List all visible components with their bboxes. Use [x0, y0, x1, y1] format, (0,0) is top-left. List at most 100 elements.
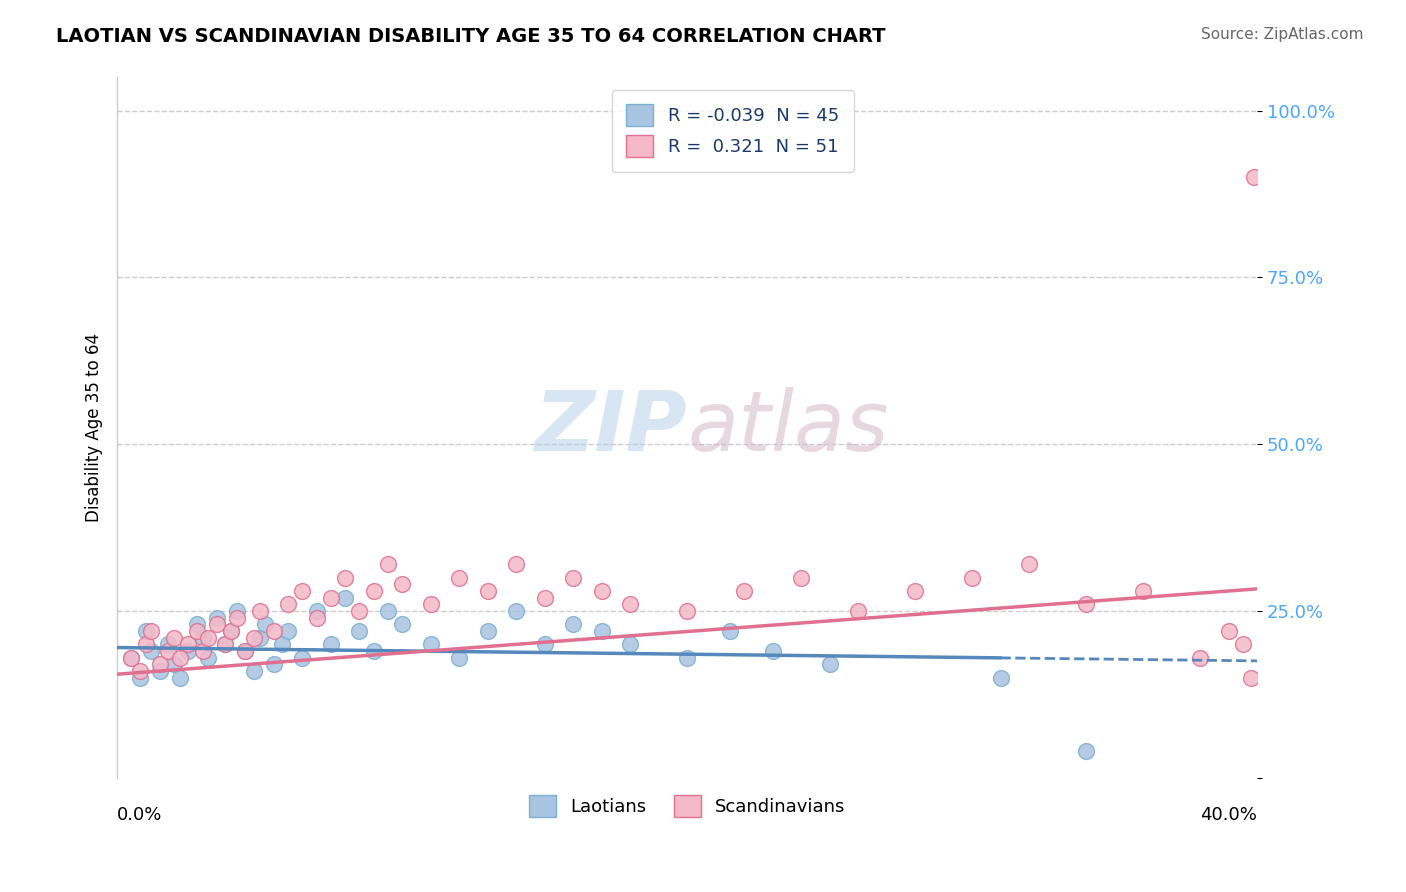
Point — [377, 604, 399, 618]
Point — [149, 664, 172, 678]
Point — [533, 637, 555, 651]
Point — [1132, 583, 1154, 598]
Point — [591, 624, 613, 638]
Point — [349, 604, 371, 618]
Point — [197, 650, 219, 665]
Point — [333, 591, 356, 605]
Point — [163, 631, 186, 645]
Point — [619, 637, 641, 651]
Point — [562, 617, 585, 632]
Point — [762, 644, 785, 658]
Point — [235, 644, 257, 658]
Point — [129, 671, 152, 685]
Point — [591, 583, 613, 598]
Point — [477, 583, 499, 598]
Point — [225, 610, 247, 624]
Point — [1074, 744, 1097, 758]
Point — [619, 597, 641, 611]
Legend: Laotians, Scandinavians: Laotians, Scandinavians — [522, 788, 852, 824]
Point — [169, 650, 191, 665]
Point — [1218, 624, 1240, 638]
Point — [120, 650, 142, 665]
Point — [177, 644, 200, 658]
Point — [263, 624, 285, 638]
Point — [1074, 597, 1097, 611]
Point — [277, 624, 299, 638]
Text: atlas: atlas — [688, 387, 889, 468]
Point — [141, 624, 163, 638]
Point — [205, 617, 228, 632]
Point — [333, 570, 356, 584]
Point — [177, 637, 200, 651]
Point — [263, 657, 285, 672]
Point — [243, 631, 266, 645]
Point — [271, 637, 294, 651]
Point — [449, 650, 471, 665]
Point — [319, 591, 342, 605]
Point — [990, 671, 1012, 685]
Point — [135, 637, 157, 651]
Point — [449, 570, 471, 584]
Point — [243, 664, 266, 678]
Point — [277, 597, 299, 611]
Point — [205, 610, 228, 624]
Point — [846, 604, 869, 618]
Text: LAOTIAN VS SCANDINAVIAN DISABILITY AGE 35 TO 64 CORRELATION CHART: LAOTIAN VS SCANDINAVIAN DISABILITY AGE 3… — [56, 27, 886, 45]
Text: 0.0%: 0.0% — [117, 805, 163, 823]
Point — [349, 624, 371, 638]
Point — [157, 637, 180, 651]
Point — [477, 624, 499, 638]
Point — [391, 617, 413, 632]
Point — [129, 664, 152, 678]
Point — [149, 657, 172, 672]
Point — [1189, 650, 1212, 665]
Point — [141, 644, 163, 658]
Point — [186, 617, 208, 632]
Point — [305, 610, 328, 624]
Point — [676, 650, 699, 665]
Point — [135, 624, 157, 638]
Point — [505, 558, 527, 572]
Point — [191, 644, 214, 658]
Point — [225, 604, 247, 618]
Point — [391, 577, 413, 591]
Point — [733, 583, 755, 598]
Point — [169, 671, 191, 685]
Point — [960, 570, 983, 584]
Text: Source: ZipAtlas.com: Source: ZipAtlas.com — [1201, 27, 1364, 42]
Point — [197, 631, 219, 645]
Point — [1243, 170, 1265, 185]
Point — [562, 570, 585, 584]
Point — [419, 597, 441, 611]
Point — [219, 624, 242, 638]
Point — [1240, 671, 1263, 685]
Point — [291, 650, 314, 665]
Point — [214, 637, 236, 651]
Point — [186, 624, 208, 638]
Point — [363, 644, 385, 658]
Point — [377, 558, 399, 572]
Point — [790, 570, 813, 584]
Point — [219, 624, 242, 638]
Point — [1232, 637, 1254, 651]
Point — [904, 583, 927, 598]
Y-axis label: Disability Age 35 to 64: Disability Age 35 to 64 — [86, 333, 103, 522]
Point — [249, 631, 271, 645]
Point — [676, 604, 699, 618]
Text: 40.0%: 40.0% — [1201, 805, 1257, 823]
Point — [718, 624, 741, 638]
Point — [157, 644, 180, 658]
Point — [191, 631, 214, 645]
Point — [533, 591, 555, 605]
Point — [419, 637, 441, 651]
Point — [305, 604, 328, 618]
Point — [214, 637, 236, 651]
Point — [818, 657, 841, 672]
Point — [254, 617, 277, 632]
Point — [319, 637, 342, 651]
Point — [505, 604, 527, 618]
Text: ZIP: ZIP — [534, 387, 688, 468]
Point — [235, 644, 257, 658]
Point — [120, 650, 142, 665]
Point — [363, 583, 385, 598]
